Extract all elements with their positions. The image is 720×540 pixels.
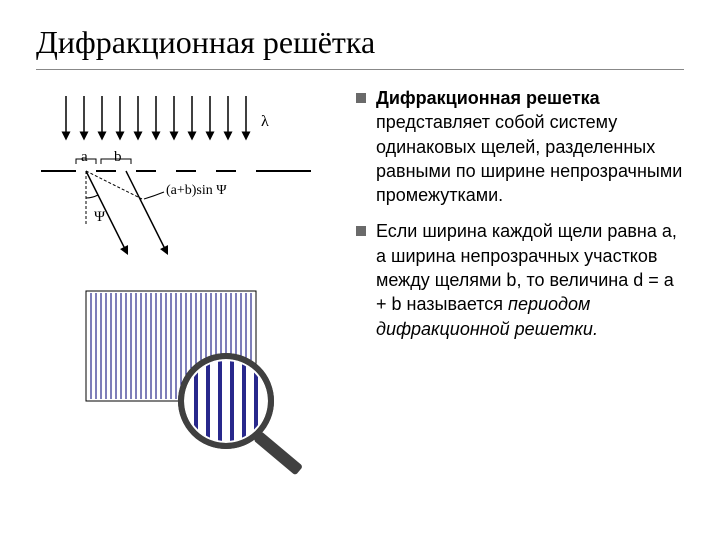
slide-title: Дифракционная решётка (36, 24, 684, 61)
angle-arc (86, 195, 98, 198)
a-label: a (81, 149, 88, 165)
bullet-text-1: Дифракционная решетка представляет собой… (376, 86, 684, 207)
content-area: λ a b Ψ (36, 86, 684, 486)
diffracted-ray-1 (86, 171, 126, 251)
diagrams-column: λ a b Ψ (36, 86, 336, 486)
magnifier-icon (181, 356, 303, 476)
bullet-item-2: Если ширина каждой щели равна a, а ширин… (356, 219, 684, 340)
title-divider (36, 69, 684, 70)
psi-label: Ψ (94, 209, 106, 225)
incident-rays (66, 96, 246, 136)
b-label: b (114, 149, 122, 165)
formula-label: (a+b)sin Ψ (166, 183, 227, 198)
bullet-text-2: Если ширина каждой щели равна a, а ширин… (376, 219, 684, 340)
text-column: Дифракционная решетка представляет собой… (356, 86, 684, 486)
diffracted-ray-2 (126, 171, 166, 251)
bullet-icon (356, 93, 366, 103)
grating-magnifier-diagram (56, 281, 336, 481)
lambda-label: λ (261, 113, 269, 130)
bullet-icon (356, 226, 366, 236)
grating-schematic-diagram: λ a b Ψ (36, 86, 316, 256)
bullet-item-1: Дифракционная решетка представляет собой… (356, 86, 684, 207)
